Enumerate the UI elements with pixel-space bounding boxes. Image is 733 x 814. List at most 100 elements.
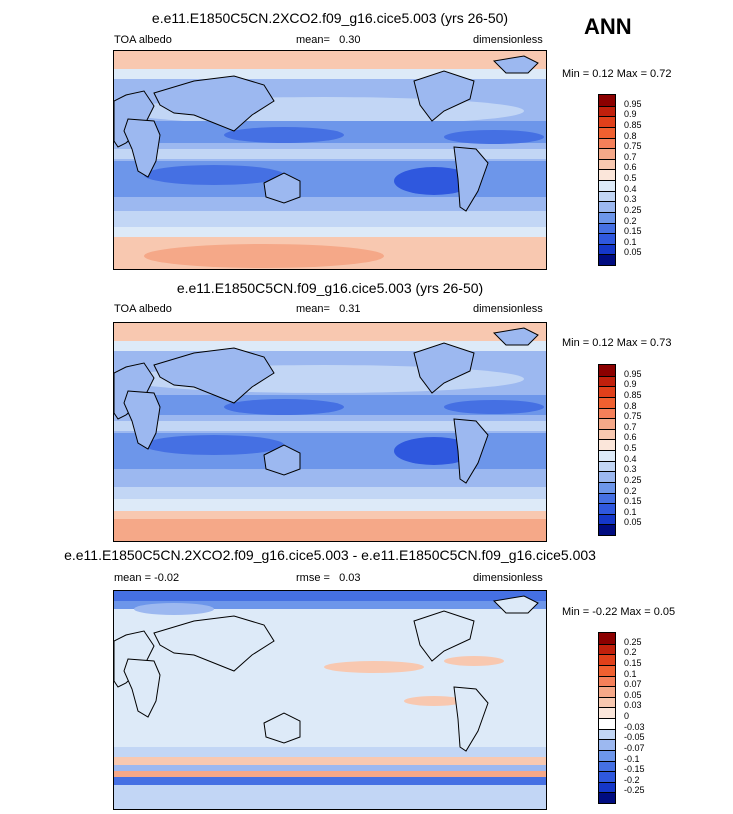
colorbar-level-label: 0.1 bbox=[624, 506, 637, 517]
colorbar-swatch bbox=[599, 254, 615, 265]
panel-1-mean-label: mean= 0.30 bbox=[296, 34, 361, 46]
colorbar-swatch bbox=[599, 137, 615, 149]
panel-1-colorbar-labels: 0.95 0.9 0.85 0.8 0.75 0.7 0.6 0.5 0.4 0.3 0.25 0.2… bbox=[624, 94, 664, 266]
colorbar-level-label: 0.9 bbox=[624, 379, 637, 390]
panel-2-map-svg bbox=[114, 323, 546, 541]
colorbar-swatch bbox=[599, 707, 615, 718]
colorbar-swatch bbox=[599, 503, 615, 514]
colorbar-level-label: -0.25 bbox=[624, 785, 645, 796]
colorbar-level-label: 0.25 bbox=[624, 204, 642, 215]
colorbar-swatch bbox=[599, 633, 615, 644]
panel-2-variable-label: TOA albedo bbox=[114, 303, 172, 315]
panel-2-units-label: dimensionless bbox=[473, 303, 543, 315]
panel-3-map-svg bbox=[114, 591, 546, 809]
panel-2-map bbox=[113, 322, 547, 542]
panel-3-rmse-value: 0.03 bbox=[339, 572, 361, 584]
colorbar-level-label: 0.1 bbox=[624, 236, 637, 247]
colorbar-swatch bbox=[599, 513, 615, 525]
colorbar-swatch bbox=[599, 375, 615, 387]
panel-2-colorbar bbox=[598, 364, 616, 536]
panel-2-colorbar-labels: 0.95 0.9 0.85 0.8 0.75 0.7 0.6 0.5 0.4 0.3 0.25 0.2… bbox=[624, 364, 664, 536]
colorbar-swatch bbox=[599, 739, 615, 750]
colorbar-swatch bbox=[599, 771, 615, 782]
colorbar-level-label: 0.15 bbox=[624, 226, 642, 237]
colorbar-level-label: 0.2 bbox=[624, 485, 637, 496]
colorbar-level-label: -0.07 bbox=[624, 742, 645, 753]
panel-3-map bbox=[113, 590, 547, 810]
panel-1-units-label: dimensionless bbox=[473, 34, 543, 46]
panel-3-colorbar-labels: 0.25 0.2 0.15 0.1 0.07 0.05 0.03 0 -0.03 -0.05 -0.… bbox=[624, 632, 664, 804]
colorbar-level-label: 0 bbox=[624, 711, 630, 721]
colorbar-swatch bbox=[599, 428, 615, 440]
panel-1-mean-value: 0.30 bbox=[339, 34, 361, 46]
colorbar-level-label: 0.6 bbox=[624, 162, 637, 173]
panel-1-minmax: Min = 0.12 Max = 0.72 bbox=[562, 68, 672, 80]
colorbar-level-label: 0.5 bbox=[624, 173, 637, 183]
colorbar-swatch bbox=[599, 126, 615, 138]
colorbar-swatch bbox=[599, 222, 615, 234]
panel-1-colorbar bbox=[598, 94, 616, 266]
colorbar-swatch bbox=[599, 201, 615, 212]
colorbar-level-label: 0.9 bbox=[624, 109, 637, 120]
season-label: ANN bbox=[584, 14, 632, 39]
colorbar-swatch bbox=[599, 190, 615, 202]
colorbar-swatch bbox=[599, 105, 615, 117]
colorbar-swatch bbox=[599, 760, 615, 772]
colorbar-level-label: 0.7 bbox=[624, 151, 637, 162]
colorbar-level-label: -0.03 bbox=[624, 721, 645, 732]
panel-3-minmax: Min = -0.22 Max = 0.05 bbox=[562, 606, 676, 618]
colorbar-swatch bbox=[599, 492, 615, 504]
panel-1-map-svg bbox=[114, 51, 546, 269]
colorbar-swatch bbox=[599, 158, 615, 170]
colorbar-level-label: 0.07 bbox=[624, 679, 642, 690]
colorbar-swatch bbox=[599, 233, 615, 244]
colorbar-level-label: 0.1 bbox=[624, 668, 637, 679]
colorbar-swatch bbox=[599, 365, 615, 376]
colorbar-swatch bbox=[599, 439, 615, 450]
colorbar-level-label: 0.15 bbox=[624, 657, 642, 668]
colorbar-level-label: 0.2 bbox=[624, 647, 637, 658]
panel-3-units-label: dimensionless bbox=[473, 572, 543, 584]
colorbar-level-label: 0.25 bbox=[624, 636, 642, 647]
colorbar-level-label: -0.15 bbox=[624, 764, 645, 775]
colorbar-level-label: 0.4 bbox=[624, 183, 637, 194]
panel-3-colorbar bbox=[598, 632, 616, 804]
colorbar-swatch bbox=[599, 524, 615, 535]
colorbar-swatch bbox=[599, 481, 615, 493]
colorbar-swatch bbox=[599, 654, 615, 665]
colorbar-swatch bbox=[599, 243, 615, 255]
colorbar-level-label: 0.8 bbox=[624, 400, 637, 411]
panel-1-title: e.e11.E1850C5CN.2XCO2.f09_g16.cice5.003 … bbox=[151, 10, 509, 26]
panel-1-map bbox=[113, 50, 547, 270]
colorbar-level-label: 0.95 bbox=[624, 98, 642, 109]
colorbar-level-label: -0.2 bbox=[624, 774, 640, 785]
colorbar-level-label: 0.75 bbox=[624, 141, 642, 152]
colorbar-level-label: 0.5 bbox=[624, 443, 637, 453]
colorbar-level-label: 0.03 bbox=[624, 700, 642, 711]
panel-3-title: e.e11.E1850C5CN.2XCO2.f09_g16.cice5.003 … bbox=[64, 547, 596, 563]
colorbar-level-label: 0.25 bbox=[624, 474, 642, 485]
colorbar-swatch bbox=[599, 728, 615, 740]
colorbar-swatch bbox=[599, 460, 615, 472]
panel-2-minmax: Min = 0.12 Max = 0.73 bbox=[562, 337, 672, 349]
colorbar-swatch bbox=[599, 749, 615, 761]
arctic-band bbox=[114, 51, 546, 73]
colorbar-swatch bbox=[599, 675, 615, 687]
colorbar-level-label: 0.7 bbox=[624, 421, 637, 432]
colorbar-swatch bbox=[599, 116, 615, 127]
colorbar-level-label: 0.2 bbox=[624, 215, 637, 226]
colorbar-swatch bbox=[599, 95, 615, 106]
panel-2-title: e.e11.E1850C5CN.f09_g16.cice5.003 (yrs 2… bbox=[176, 280, 484, 296]
colorbar-level-label: 0.85 bbox=[624, 119, 642, 130]
colorbar-swatch bbox=[599, 148, 615, 159]
panel-1-variable-label: TOA albedo bbox=[114, 34, 172, 46]
colorbar-swatch bbox=[599, 664, 615, 676]
colorbar-swatch bbox=[599, 781, 615, 793]
panel-2-mean-label: mean= 0.31 bbox=[296, 303, 361, 315]
colorbar-level-label: 0.75 bbox=[624, 411, 642, 422]
colorbar-level-label: 0.4 bbox=[624, 453, 637, 464]
colorbar-level-label: -0.05 bbox=[624, 732, 645, 743]
colorbar-level-label: 0.85 bbox=[624, 389, 642, 400]
colorbar-level-label: 0.3 bbox=[624, 464, 637, 475]
colorbar-swatch bbox=[599, 471, 615, 482]
